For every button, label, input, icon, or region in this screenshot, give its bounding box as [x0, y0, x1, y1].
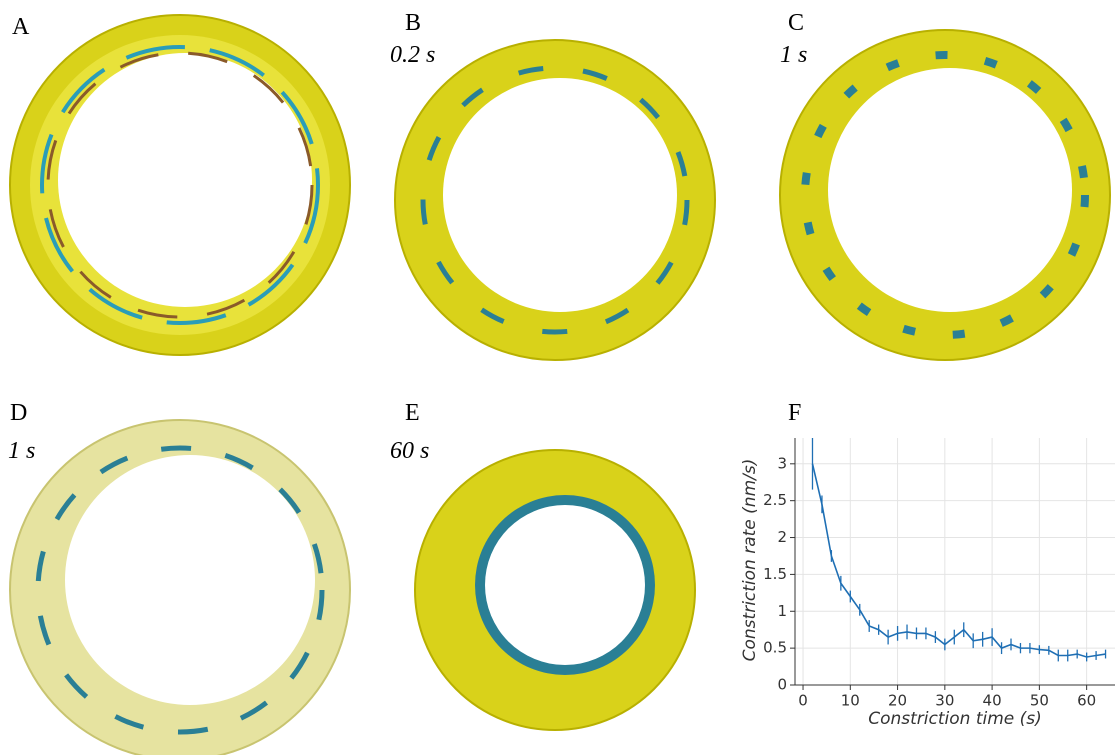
- panel-label: F: [788, 400, 801, 426]
- y-tick-label: 3: [777, 454, 787, 472]
- x-tick-label: 50: [1030, 692, 1049, 710]
- ring-b: [394, 39, 716, 361]
- x-tick-label: 0: [798, 692, 808, 710]
- panel-label: E: [405, 400, 420, 426]
- data-line: [811, 463, 1106, 658]
- y-tick-label: 1.5: [763, 565, 787, 583]
- y-tick-label: 0: [777, 676, 787, 694]
- panel-label: A: [12, 14, 30, 40]
- ring-c: [779, 29, 1111, 361]
- panel-time: 60 s: [390, 438, 429, 464]
- y-axis-label: Constriction rate (nm/s): [740, 459, 760, 662]
- panel-time: 1 s: [8, 438, 35, 464]
- panel-time: 1 s: [780, 42, 807, 68]
- y-tick-label: 2: [777, 528, 787, 546]
- y-tick-label: 2.5: [763, 491, 787, 509]
- x-tick-label: 40: [983, 692, 1002, 710]
- ring-e: [414, 449, 696, 731]
- x-tick-label: 60: [1077, 692, 1096, 710]
- y-tick-label: 1: [777, 602, 787, 620]
- panel-time: 0.2 s: [390, 42, 435, 68]
- x-tick-label: 10: [841, 692, 860, 710]
- panel-label: C: [788, 10, 804, 36]
- panel-label: B: [405, 10, 421, 36]
- x-axis-label: Constriction time (s): [868, 709, 1042, 729]
- ring-d: [9, 419, 351, 755]
- x-tick-label: 20: [888, 692, 907, 710]
- panel-label: D: [10, 400, 27, 426]
- y-tick-label: 0.5: [763, 639, 787, 657]
- ring-a: [9, 14, 351, 356]
- x-tick-label: 30: [935, 692, 954, 710]
